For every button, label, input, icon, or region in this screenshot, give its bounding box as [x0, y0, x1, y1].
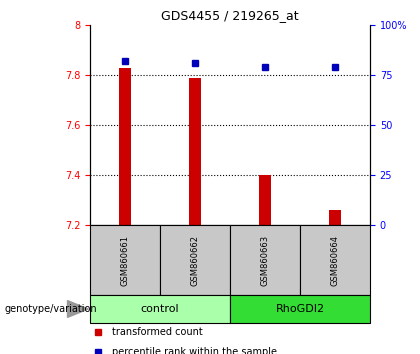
Text: GSM860661: GSM860661	[121, 234, 129, 285]
Text: percentile rank within the sample: percentile rank within the sample	[113, 347, 277, 354]
Bar	[90, 295, 230, 323]
Bar	[259, 175, 271, 225]
Text: control: control	[141, 304, 179, 314]
Bar	[230, 225, 300, 295]
Bar	[300, 225, 370, 295]
Text: RhoGDI2: RhoGDI2	[276, 304, 325, 314]
Bar	[160, 225, 230, 295]
Bar	[329, 210, 341, 225]
Title: GDS4455 / 219265_at: GDS4455 / 219265_at	[161, 10, 299, 22]
Text: transformed count: transformed count	[113, 327, 203, 337]
Bar	[189, 78, 201, 225]
Text: GSM860662: GSM860662	[191, 234, 200, 285]
Bar	[230, 295, 370, 323]
Bar	[90, 225, 160, 295]
Polygon shape	[68, 301, 88, 318]
Text: genotype/variation: genotype/variation	[4, 304, 97, 314]
Text: GSM860663: GSM860663	[260, 234, 270, 286]
Bar	[119, 68, 131, 225]
Text: GSM860664: GSM860664	[331, 234, 339, 285]
